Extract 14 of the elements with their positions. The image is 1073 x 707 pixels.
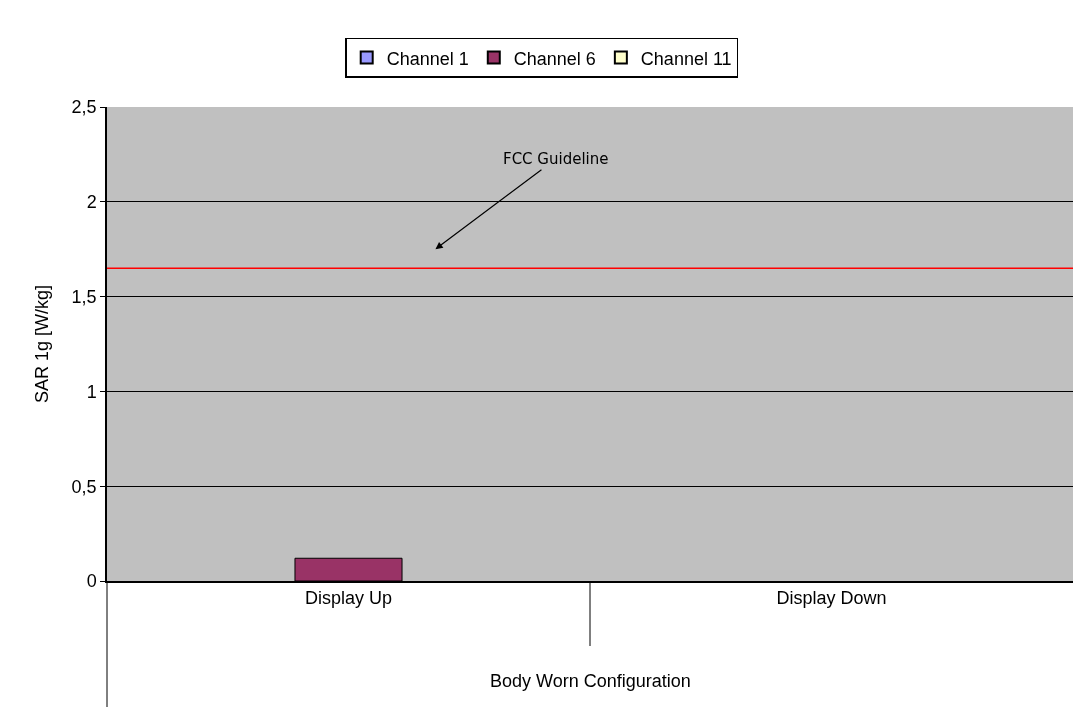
y-tick-label: 1,5 bbox=[71, 286, 97, 307]
x-tick-label: Display Down bbox=[776, 588, 887, 609]
y-tick-label: 2,5 bbox=[71, 97, 97, 118]
y-tick-label: 2 bbox=[86, 192, 97, 213]
legend-label: Channel 6 bbox=[513, 48, 596, 69]
y-tick-label: 0,5 bbox=[71, 476, 97, 497]
x-tick-label: Display Up bbox=[304, 588, 393, 609]
y-tick-label: 1 bbox=[86, 381, 97, 402]
legend-label: Channel 1 bbox=[386, 48, 469, 69]
legend-label: Channel 11 bbox=[640, 48, 732, 69]
annotation: FCC Guideline bbox=[503, 150, 609, 168]
x-axis-title: Body Worn Configuration bbox=[490, 671, 691, 691]
y-axis-title: SAR 1g [W/kg] bbox=[32, 284, 53, 404]
y-tick-label: 0 bbox=[86, 571, 97, 592]
